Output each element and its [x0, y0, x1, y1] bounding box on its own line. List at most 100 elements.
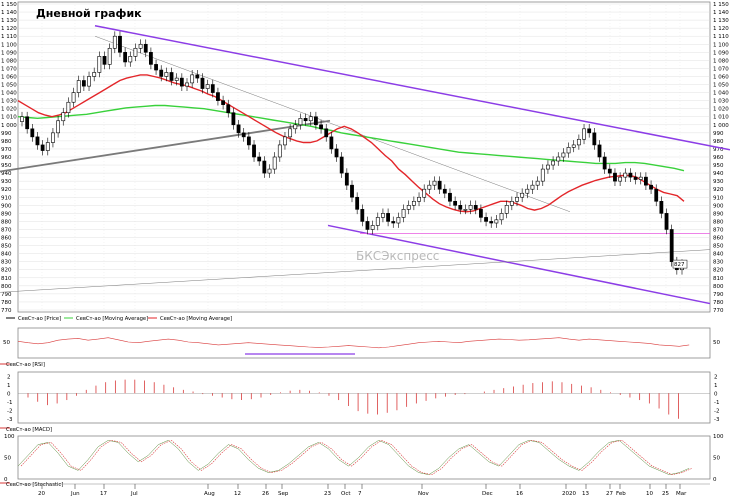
macd-left-tick: -3 — [7, 417, 13, 423]
right-price-tick: 900 — [713, 203, 724, 209]
candle-body — [551, 160, 555, 166]
legend-label: СевСт-ао [Price] — [18, 316, 61, 322]
right-price-tick: 1 010 — [713, 115, 729, 121]
right-price-tick: 880 — [713, 219, 724, 225]
candle-body — [417, 196, 421, 202]
candle-body — [241, 132, 246, 138]
candle-body — [149, 52, 153, 65]
time-tick-label: Mar — [676, 491, 687, 497]
left-price-tick: 870 — [1, 227, 12, 233]
candle-body — [628, 172, 633, 178]
candle-body — [561, 152, 566, 158]
candle-body — [644, 176, 648, 186]
candle-body — [216, 92, 220, 101]
right-price-tick: 1 060 — [713, 74, 729, 80]
right-price-tick: 780 — [713, 300, 724, 306]
candle-body — [535, 180, 540, 186]
candle-body — [40, 144, 45, 151]
time-tick-label: Oct — [341, 491, 351, 497]
price-candles — [20, 31, 684, 275]
right-price-tick: 1 080 — [713, 58, 729, 64]
candle-body — [391, 221, 396, 224]
candle-body — [319, 124, 323, 130]
candle-body — [375, 217, 380, 226]
right-price-tick: 970 — [713, 147, 724, 153]
right-price-tick: 910 — [713, 195, 724, 201]
stochastic-left-tick: 50 — [4, 456, 11, 462]
left-price-tick: 910 — [1, 195, 12, 201]
macd-right-tick: 2 — [714, 374, 718, 380]
left-price-tick: 1 050 — [1, 83, 17, 89]
candle-body — [654, 188, 659, 202]
candle-body — [30, 128, 35, 138]
legend-label: СевСт-ао [Moving Average] — [160, 316, 232, 322]
candle-body — [499, 213, 504, 221]
macd-left-tick: -2 — [7, 408, 12, 414]
candle-body — [174, 77, 179, 81]
time-tick-label: 23 — [324, 491, 331, 497]
time-tick-label: Aug — [204, 491, 215, 497]
candle-body — [143, 43, 148, 53]
candle-body — [329, 136, 334, 150]
candle-body — [35, 136, 40, 146]
time-tick-label: Jul — [130, 491, 138, 497]
trend-line-channel-top — [94, 25, 730, 151]
last-price-label: 827 — [674, 262, 685, 268]
candle-body — [546, 164, 550, 170]
candle-body — [107, 47, 112, 65]
candle-body — [406, 205, 411, 210]
candle-body — [303, 118, 308, 122]
left-price-tick: 1 090 — [1, 50, 17, 56]
left-price-tick: 960 — [1, 155, 12, 161]
left-price-tick: 1 040 — [1, 91, 17, 97]
trend-line-support-flat — [0, 249, 711, 293]
candle-body — [298, 118, 303, 126]
left-price-tick: 770 — [1, 308, 12, 314]
candle-body — [344, 172, 349, 186]
candle-body — [613, 172, 617, 182]
candle-body — [283, 136, 287, 146]
candle-body — [381, 213, 385, 218]
candle-body — [396, 217, 401, 224]
right-price-tick: 960 — [713, 155, 724, 161]
candle-body — [607, 168, 612, 174]
candle-body — [179, 77, 184, 87]
candle-body — [154, 64, 158, 71]
candle-body — [112, 35, 117, 49]
stochastic-legend-label: СевСт-ао [Stochastic] — [6, 482, 63, 488]
left-price-tick: 1 030 — [1, 99, 17, 105]
candle-body — [210, 84, 215, 93]
left-price-tick: 800 — [1, 284, 12, 290]
time-tick-label: 2020 — [562, 491, 576, 497]
right-price-tick: 1 020 — [713, 107, 729, 113]
candle-body — [432, 180, 437, 186]
last-price-marker: 827 — [672, 259, 688, 269]
left-price-tick: 970 — [1, 147, 12, 153]
left-price-tick: 1 100 — [1, 42, 17, 48]
candle-body — [592, 132, 597, 146]
candle-body — [262, 160, 267, 174]
candle-body — [195, 74, 200, 79]
candle-body — [226, 104, 231, 114]
stochastic-left-tick: 100 — [4, 434, 15, 440]
candle-body — [339, 156, 344, 174]
left-price-tick: 990 — [1, 131, 12, 137]
candle-body — [324, 128, 329, 138]
time-tick-label: Sep — [278, 491, 289, 497]
left-price-tick: 1 000 — [1, 123, 17, 129]
candle-body — [231, 112, 236, 126]
candle-body — [257, 156, 262, 162]
candle-body — [427, 184, 432, 190]
candle-body — [267, 168, 272, 174]
right-price-tick: 1 150 — [713, 2, 729, 8]
time-tick-label: Dec — [482, 491, 493, 497]
candle-body — [185, 82, 189, 87]
right-price-tick: 980 — [713, 139, 724, 145]
left-price-tick: 1 020 — [1, 107, 17, 113]
candle-body — [525, 188, 530, 194]
time-axis: 20 Jun 17 Jul Aug 12 26 Sep 23 Oct 7 Nov Dec 16 2020 13… — [18, 483, 710, 497]
rsi-frame — [17, 327, 711, 359]
left-price-tick: 1 010 — [1, 115, 17, 121]
left-price-tick: 980 — [1, 139, 12, 145]
